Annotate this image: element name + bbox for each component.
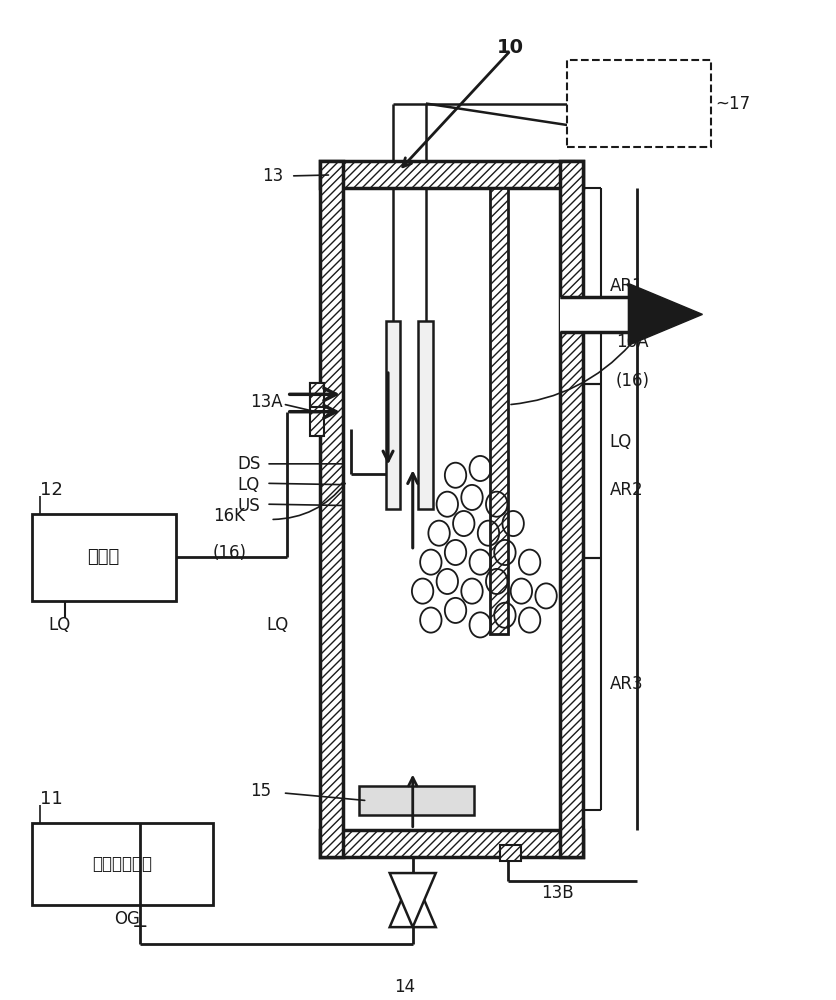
Text: 16K: 16K bbox=[212, 507, 244, 525]
Text: 给水泵: 给水泵 bbox=[88, 548, 120, 566]
Text: 10: 10 bbox=[496, 38, 523, 57]
Text: AR3: AR3 bbox=[609, 675, 642, 693]
Text: LQ: LQ bbox=[266, 616, 288, 634]
Polygon shape bbox=[390, 873, 436, 927]
Text: 11: 11 bbox=[40, 790, 63, 808]
Bar bbox=[309, 383, 324, 436]
Text: 14: 14 bbox=[394, 978, 415, 996]
Text: 16A: 16A bbox=[615, 333, 648, 351]
Bar bbox=[566, 60, 710, 147]
Bar bbox=[32, 514, 176, 601]
Text: LQ: LQ bbox=[48, 616, 70, 634]
Text: 13B: 13B bbox=[541, 884, 573, 902]
Polygon shape bbox=[390, 873, 436, 927]
Text: 12: 12 bbox=[40, 481, 63, 499]
Bar bbox=[490, 188, 507, 634]
Bar bbox=[319, 161, 343, 857]
Text: 13A: 13A bbox=[249, 393, 282, 411]
Bar bbox=[32, 823, 212, 905]
Bar bbox=[319, 830, 583, 857]
Text: 15: 15 bbox=[249, 782, 271, 800]
Text: AR2: AR2 bbox=[609, 481, 642, 499]
Bar bbox=[359, 786, 473, 815]
Text: (16): (16) bbox=[615, 372, 650, 390]
Bar bbox=[319, 161, 583, 188]
Text: (16): (16) bbox=[212, 544, 247, 562]
Bar bbox=[309, 383, 324, 407]
Text: LQ: LQ bbox=[609, 433, 631, 451]
Text: LQ: LQ bbox=[237, 476, 259, 494]
Text: DS: DS bbox=[237, 455, 261, 473]
Bar bbox=[499, 845, 520, 861]
Bar bbox=[559, 297, 632, 332]
Text: 13: 13 bbox=[262, 167, 283, 185]
Polygon shape bbox=[628, 283, 701, 345]
Text: ~17: ~17 bbox=[714, 95, 749, 113]
Text: AR1: AR1 bbox=[609, 277, 642, 295]
Text: 臭氧发生装置: 臭氧发生装置 bbox=[92, 855, 152, 873]
Bar bbox=[418, 321, 433, 509]
Text: OG: OG bbox=[114, 910, 140, 928]
Bar bbox=[559, 161, 583, 857]
Bar bbox=[385, 321, 400, 509]
Text: US: US bbox=[237, 497, 260, 515]
